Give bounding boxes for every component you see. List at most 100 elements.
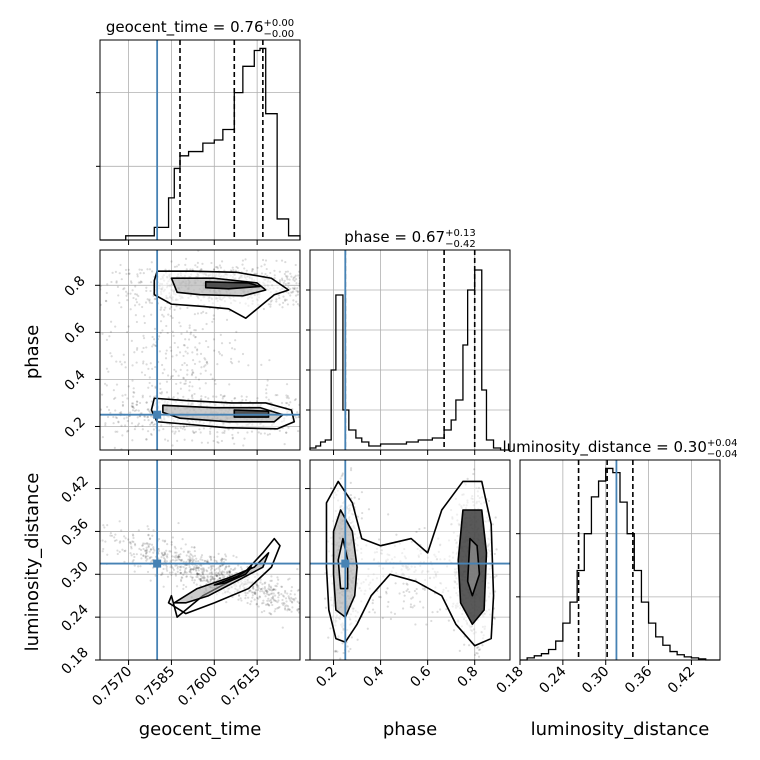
- joint-geocent-time-luminosity-distance-point: [180, 559, 183, 562]
- joint-geocent-time-phase-point: [164, 357, 168, 360]
- joint-phase-luminosity-distance-point: [398, 592, 401, 595]
- joint-geocent-time-luminosity-distance-point: [178, 558, 182, 561]
- joint-geocent-time-luminosity-distance-point: [286, 592, 289, 595]
- joint-geocent-time-luminosity-distance-point: [201, 571, 205, 574]
- joint-geocent-time-phase-point: [182, 344, 186, 347]
- joint-geocent-time-luminosity-distance-point: [131, 540, 134, 543]
- joint-geocent-time-luminosity-distance-point: [200, 554, 204, 557]
- joint-geocent-time-luminosity-distance-point: [184, 543, 187, 546]
- joint-geocent-time-luminosity-distance-point: [277, 596, 280, 599]
- joint-geocent-time-luminosity-distance-plot-area: [48, 520, 316, 629]
- joint-geocent-time-phase-point: [140, 268, 143, 272]
- joint-phase-luminosity-distance-point: [493, 617, 496, 620]
- joint-geocent-time-phase-point: [322, 426, 324, 428]
- joint-geocent-time-phase-point: [359, 291, 361, 293]
- joint-geocent-time-phase-point: [194, 336, 197, 339]
- joint-geocent-time-luminosity-distance-point: [221, 564, 224, 567]
- joint-geocent-time-phase-point: [165, 380, 169, 383]
- joint-geocent-time-luminosity-distance-point: [274, 584, 277, 587]
- joint-phase-luminosity-distance-point: [371, 608, 375, 611]
- joint-geocent-time-phase-point: [177, 374, 180, 377]
- joint-geocent-time-luminosity-distance-point: [229, 567, 233, 571]
- joint-geocent-time-luminosity-distance-point: [170, 543, 173, 546]
- joint-geocent-time-phase-point: [126, 330, 129, 334]
- joint-geocent-time-luminosity-distance-yticklabel-0: 0.18: [58, 644, 91, 677]
- joint-geocent-time-luminosity-distance-point: [269, 598, 272, 602]
- joint-geocent-time-phase-point: [266, 384, 269, 387]
- joint-geocent-time-phase-point: [150, 433, 153, 437]
- joint-geocent-time-phase-point: [241, 263, 244, 266]
- joint-geocent-time-luminosity-distance-point: [257, 584, 260, 587]
- joint-phase-luminosity-distance-point: [334, 649, 338, 653]
- joint-phase-luminosity-distance-point: [324, 606, 328, 609]
- joint-geocent-time-luminosity-distance-point: [252, 587, 255, 590]
- title-geocent-time: geocent_time = 0.76+0.00: [106, 18, 294, 37]
- joint-geocent-time-phase-point: [327, 269, 329, 271]
- joint-phase-luminosity-distance-point: [467, 644, 471, 647]
- joint-geocent-time-phase-point: [221, 431, 224, 434]
- joint-geocent-time-phase-point: [201, 328, 204, 331]
- joint-geocent-time-luminosity-distance-point: [189, 569, 192, 572]
- joint-geocent-time-phase-point: [253, 272, 257, 275]
- joint-geocent-time-luminosity-distance-point: [262, 591, 265, 594]
- joint-geocent-time-luminosity-distance-yticklabel-1: 0.24: [58, 602, 91, 635]
- joint-geocent-time-phase-point: [292, 287, 296, 291]
- joint-geocent-time-phase-point: [146, 415, 150, 418]
- joint-geocent-time-luminosity-distance-point: [182, 560, 185, 563]
- joint-geocent-time-luminosity-distance-point: [310, 608, 312, 610]
- joint-geocent-time-phase-point: [135, 400, 139, 403]
- joint-geocent-time-phase-point: [193, 392, 196, 396]
- joint-geocent-time-luminosity-distance-point: [48, 523, 50, 525]
- joint-geocent-time-phase-point: [321, 294, 323, 296]
- joint-geocent-time-luminosity-distance-point: [226, 572, 229, 575]
- ylabel-phase: phase: [22, 325, 43, 379]
- joint-geocent-time-phase-point: [292, 303, 295, 306]
- joint-geocent-time-phase-point: [185, 330, 189, 333]
- joint-geocent-time-phase-point: [121, 434, 124, 437]
- joint-geocent-time-phase-point: [200, 366, 203, 369]
- joint-geocent-time-luminosity-distance-point: [88, 543, 90, 545]
- joint-geocent-time-phase-point: [334, 291, 336, 293]
- joint-geocent-time-luminosity-distance-point: [201, 576, 204, 579]
- joint-geocent-time-luminosity-distance-point: [168, 571, 172, 574]
- joint-geocent-time-phase-point: [178, 321, 181, 324]
- joint-geocent-time-phase-point: [142, 271, 145, 275]
- joint-geocent-time-luminosity-distance-point: [142, 542, 145, 545]
- joint-geocent-time-luminosity-distance-point: [194, 568, 198, 571]
- joint-geocent-time-phase-point: [285, 276, 288, 279]
- joint-geocent-time-phase-point: [105, 384, 108, 387]
- joint-geocent-time-phase-point: [152, 423, 155, 427]
- joint-geocent-time-luminosity-distance-point: [201, 571, 204, 574]
- joint-geocent-time-phase-point: [207, 397, 210, 400]
- joint-geocent-time-phase-point: [191, 385, 194, 388]
- joint-geocent-time-luminosity-distance-point: [149, 548, 153, 551]
- joint-geocent-time-phase-point: [124, 366, 127, 369]
- joint-geocent-time-phase-point: [148, 301, 152, 304]
- joint-geocent-time-phase-point: [306, 279, 308, 281]
- joint-phase-luminosity-distance-point: [477, 655, 481, 658]
- joint-geocent-time-phase-point: [153, 395, 156, 398]
- joint-geocent-time-phase-point: [266, 274, 269, 278]
- joint-geocent-time-phase-point: [265, 388, 268, 391]
- joint-geocent-time-phase-point: [183, 382, 186, 386]
- joint-geocent-time-luminosity-distance-point: [199, 558, 202, 561]
- joint-geocent-time-luminosity-distance-point: [200, 564, 203, 567]
- joint-geocent-time-phase-point: [125, 290, 128, 293]
- joint-geocent-time-luminosity-distance-point: [165, 564, 168, 567]
- joint-geocent-time-luminosity-distance-point: [195, 569, 198, 572]
- joint-geocent-time-phase-point: [193, 431, 196, 434]
- joint-geocent-time-phase-point: [231, 437, 234, 440]
- joint-geocent-time-phase-point: [340, 421, 342, 423]
- joint-geocent-time-luminosity-distance-point: [217, 572, 220, 575]
- joint-geocent-time-phase-point: [124, 424, 127, 427]
- hist-luminosity-distance-xticklabel-0: 0.18: [493, 664, 526, 697]
- joint-geocent-time-phase-point: [294, 263, 297, 267]
- joint-geocent-time-luminosity-distance-point: [288, 608, 291, 611]
- joint-geocent-time-luminosity-distance-point: [314, 625, 316, 627]
- joint-geocent-time-luminosity-distance-point: [103, 526, 106, 529]
- joint-geocent-time-phase-point: [183, 425, 186, 429]
- joint-geocent-time-phase-point: [200, 268, 203, 271]
- joint-geocent-time-luminosity-distance-point: [143, 542, 146, 545]
- joint-geocent-time-luminosity-distance-point: [290, 596, 293, 599]
- joint-geocent-time-phase-point: [101, 332, 104, 335]
